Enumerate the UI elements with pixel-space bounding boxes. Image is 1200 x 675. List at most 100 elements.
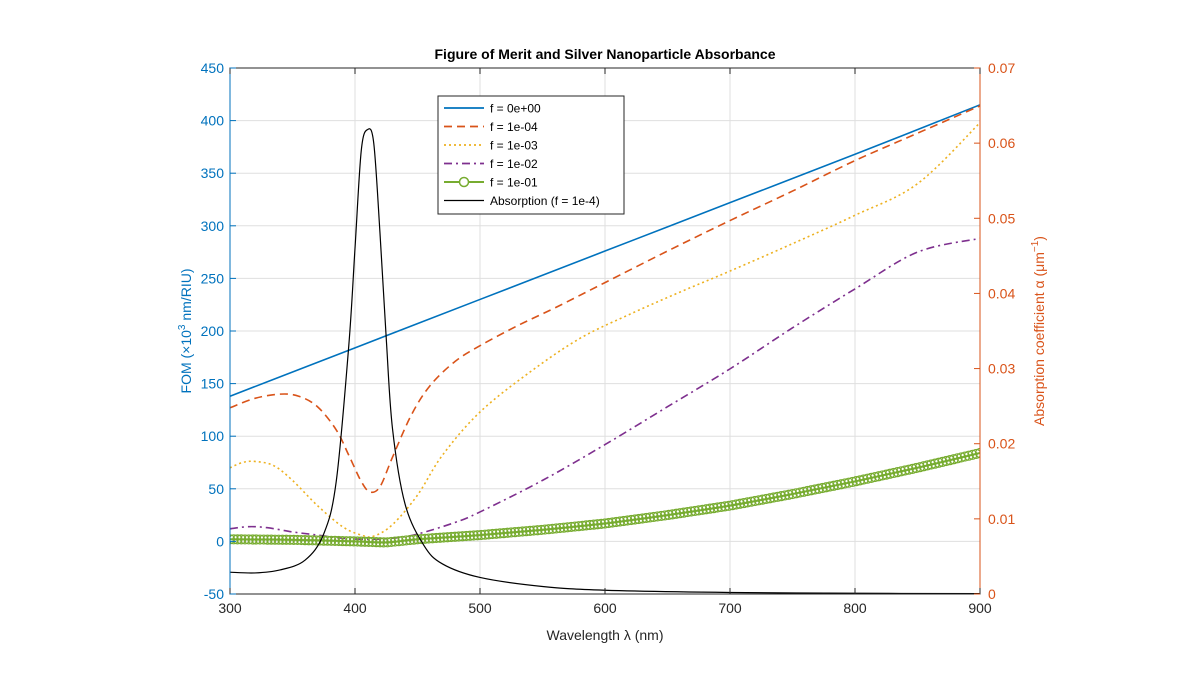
series-4-marker bbox=[757, 494, 768, 505]
series-4-marker bbox=[554, 522, 566, 534]
left-tick-label: 50 bbox=[208, 481, 224, 497]
series-4-marker bbox=[363, 536, 374, 547]
series-4-marker bbox=[794, 487, 806, 498]
series-4-marker bbox=[254, 534, 266, 545]
series-4-marker bbox=[937, 456, 948, 467]
series-4-marker bbox=[641, 512, 652, 524]
series-4-marker bbox=[896, 466, 907, 477]
series-4-marker bbox=[558, 522, 569, 533]
series-4-marker bbox=[442, 532, 453, 543]
right-tick-label: 0.03 bbox=[988, 361, 1015, 377]
series-4-marker bbox=[832, 479, 843, 491]
legend-box bbox=[437, 95, 625, 215]
series-4-marker bbox=[667, 509, 678, 520]
series-4-marker bbox=[678, 507, 689, 518]
series-4-marker bbox=[798, 486, 809, 497]
series-4-marker bbox=[892, 467, 903, 478]
x-axis-label: Wavelength λ (nm) bbox=[547, 627, 664, 643]
series-4-marker bbox=[746, 496, 757, 507]
series-4-marker bbox=[273, 534, 284, 545]
right-axis-label-main: Absorption coefficient α (μm bbox=[1031, 252, 1047, 426]
series-4-marker bbox=[843, 477, 854, 488]
series-4-marker bbox=[230, 534, 236, 545]
series-4-marker bbox=[341, 536, 352, 547]
legend-label: Absorption (f = 1e-4) bbox=[490, 194, 600, 208]
legend-label: f = 1e-02 bbox=[490, 157, 538, 171]
series-4-marker bbox=[266, 534, 277, 545]
series-4-marker bbox=[581, 520, 592, 531]
legend-label: f = 0e+00 bbox=[490, 102, 541, 116]
series-4-marker bbox=[588, 519, 599, 530]
series-4-marker bbox=[596, 518, 607, 529]
series-4-marker bbox=[764, 493, 776, 504]
series-4-marker bbox=[866, 472, 877, 483]
x-tick-label: 700 bbox=[718, 600, 742, 616]
series-4-marker bbox=[348, 536, 359, 547]
series-4-marker bbox=[367, 536, 378, 548]
series-4-marker bbox=[802, 485, 813, 497]
series-4-marker bbox=[637, 513, 648, 524]
series-4-marker bbox=[614, 516, 626, 527]
series-4-marker bbox=[914, 462, 926, 473]
series-4-marker bbox=[562, 522, 573, 533]
series-4-marker bbox=[378, 537, 389, 548]
series-4-marker bbox=[809, 484, 821, 495]
right-tick-label: 0.06 bbox=[988, 135, 1015, 151]
series-4-marker bbox=[566, 521, 577, 533]
x-tick-label: 800 bbox=[843, 600, 867, 616]
series-4-marker bbox=[539, 524, 551, 535]
left-tick-label: 0 bbox=[216, 533, 224, 549]
series-4-marker bbox=[839, 478, 851, 489]
series-4-marker bbox=[333, 535, 344, 547]
series-4-marker bbox=[423, 533, 434, 544]
series-4-marker bbox=[956, 452, 967, 463]
series-4-marker bbox=[622, 515, 633, 526]
series-4-marker bbox=[446, 531, 457, 543]
series-4-marker bbox=[974, 447, 980, 459]
series-4-marker bbox=[944, 455, 956, 466]
series-4-marker bbox=[382, 537, 393, 548]
series-4-marker bbox=[817, 482, 828, 494]
series-4-marker bbox=[457, 531, 468, 542]
series-4-marker bbox=[599, 518, 611, 529]
series-4-marker bbox=[438, 532, 449, 543]
series-4-marker bbox=[836, 479, 847, 490]
series-4-marker bbox=[607, 517, 618, 528]
series-4-marker bbox=[326, 535, 337, 546]
series-4-marker bbox=[389, 536, 401, 547]
legend: f = 0e+00 f = 1e-04 f = 1e-03 f = 1e-02 f = … bbox=[437, 95, 625, 215]
series-4-marker bbox=[779, 490, 791, 501]
legend-label: f = 1e-01 bbox=[490, 176, 538, 190]
left-tick-label: -50 bbox=[204, 586, 224, 602]
series-4-marker bbox=[824, 481, 836, 492]
series-4-marker bbox=[230, 534, 239, 545]
series-4-marker bbox=[952, 453, 963, 464]
series-4-marker bbox=[731, 499, 742, 510]
series-4-marker bbox=[858, 474, 869, 485]
series-4-marker bbox=[659, 510, 671, 521]
series-4-marker bbox=[877, 470, 888, 481]
right-tick-label: 0 bbox=[988, 586, 996, 602]
series-4-marker bbox=[869, 471, 881, 483]
series-3-line bbox=[230, 237, 980, 541]
series-4-marker bbox=[716, 501, 727, 513]
series-4-marker bbox=[521, 526, 532, 537]
series-4-marker bbox=[352, 536, 363, 547]
series-2-line bbox=[230, 122, 980, 538]
series-0-line bbox=[230, 104, 980, 397]
legend-label: f = 1e-04 bbox=[490, 120, 538, 134]
series-4-marker bbox=[772, 491, 783, 502]
left-axis-label-main: FOM (×10 bbox=[178, 330, 194, 394]
series-4-marker bbox=[723, 500, 734, 511]
right-tick-label: 0.04 bbox=[988, 285, 1015, 301]
series-4-marker bbox=[483, 529, 494, 540]
series-4-marker bbox=[712, 502, 723, 513]
series-4-marker bbox=[569, 521, 581, 532]
series-4-marker bbox=[284, 534, 296, 545]
series-4-marker bbox=[689, 505, 701, 517]
series-4-marker bbox=[682, 506, 693, 518]
series-4-marker bbox=[652, 511, 663, 522]
left-tick-label: 100 bbox=[201, 428, 225, 444]
series-4-marker bbox=[322, 535, 333, 546]
